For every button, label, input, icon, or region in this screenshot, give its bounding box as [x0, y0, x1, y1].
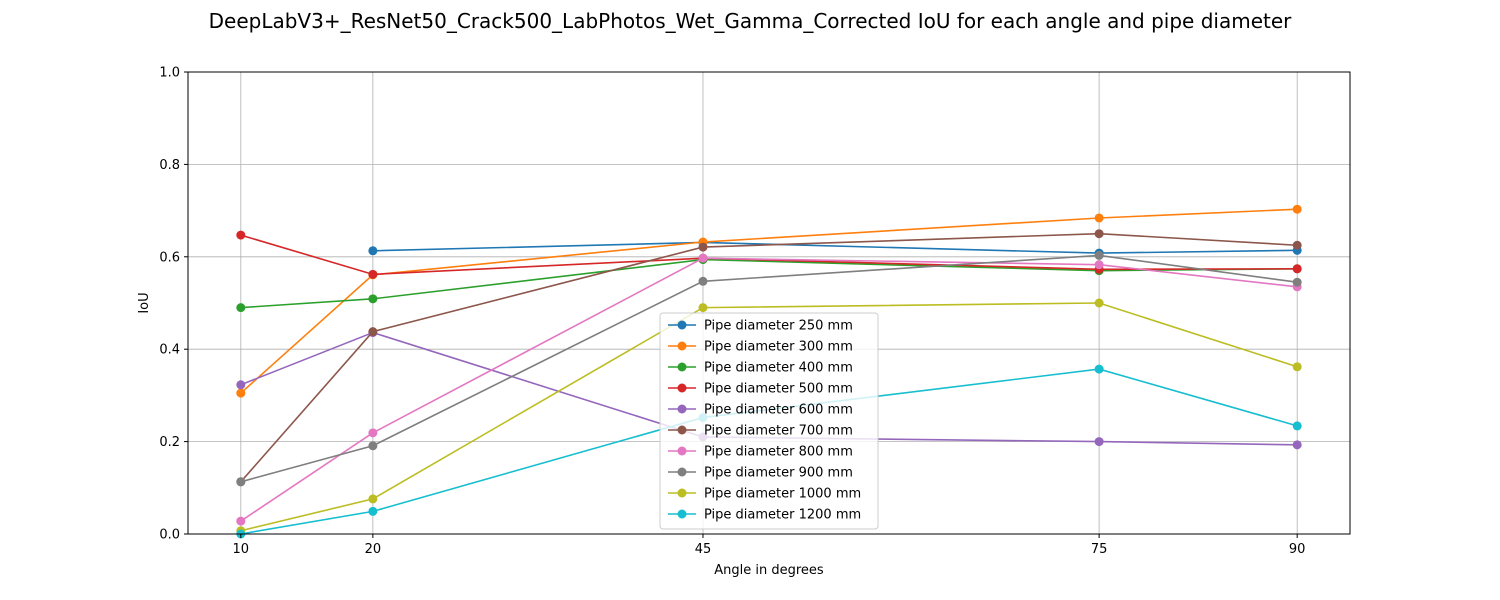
data-point — [236, 477, 246, 487]
data-point — [236, 303, 246, 313]
data-point — [1292, 264, 1302, 274]
data-point — [1094, 250, 1104, 260]
y-tick-label: 0.6 — [159, 250, 180, 265]
legend-item: Pipe diameter 300 mm — [668, 340, 853, 355]
legend-label: Pipe diameter 400 mm — [704, 361, 853, 376]
y-tick-label: 0.2 — [159, 435, 180, 450]
legend-label: Pipe diameter 600 mm — [704, 403, 853, 418]
legend-marker — [677, 446, 687, 456]
data-point — [236, 380, 246, 390]
x-tick-label: 45 — [695, 542, 712, 557]
data-point — [368, 506, 378, 516]
legend-item: Pipe diameter 400 mm — [668, 361, 853, 376]
x-tick-label: 90 — [1289, 542, 1306, 557]
legend-item: Pipe diameter 900 mm — [668, 466, 853, 481]
legend-marker — [677, 362, 687, 372]
data-point — [368, 269, 378, 279]
y-tick-label: 0.4 — [159, 343, 180, 358]
legend-marker — [677, 509, 687, 519]
legend-label: Pipe diameter 800 mm — [704, 445, 853, 460]
data-point — [698, 253, 708, 263]
series-line — [372, 241, 1298, 254]
legend-marker — [677, 404, 687, 414]
legend-item: Pipe diameter 250 mm — [668, 319, 853, 334]
data-point — [698, 303, 708, 313]
legend-label: Pipe diameter 250 mm — [704, 319, 853, 334]
data-point — [1094, 364, 1104, 374]
axis-ticks: 10 20 45 75 90 0.0 0.2 0.4 0.6 0.8 1.0 — [159, 66, 1305, 558]
y-tick-label: 1.0 — [159, 66, 180, 81]
x-axis-label: Angle in degrees — [714, 563, 824, 578]
data-point — [368, 428, 378, 438]
legend-box — [659, 312, 879, 530]
data-point — [698, 242, 708, 252]
data-point — [368, 294, 378, 304]
legend-marker — [677, 467, 687, 477]
plot-frame — [187, 71, 1351, 535]
x-tick-label: 75 — [1091, 542, 1108, 557]
data-point — [698, 276, 708, 286]
legend-item: Pipe diameter 600 mm — [668, 403, 853, 418]
chart-title: DeepLabV3+_ResNet50_Crack500_LabPhotos_W… — [209, 9, 1293, 33]
legend-marker — [677, 425, 687, 435]
x-tick-label: 10 — [233, 542, 250, 557]
data-point — [1292, 277, 1302, 287]
legend-label: Pipe diameter 700 mm — [704, 424, 853, 439]
series-8 — [236, 298, 1302, 536]
legend-item: Pipe diameter 1200 mm — [668, 508, 861, 523]
data-point — [1094, 298, 1104, 308]
data-point — [1292, 362, 1302, 372]
x-tick-label: 20 — [365, 542, 382, 557]
data-point — [1292, 440, 1302, 450]
series-group — [236, 204, 1302, 539]
series-6 — [236, 253, 1302, 526]
data-point — [236, 388, 246, 398]
data-point — [1292, 240, 1302, 250]
legend-label: Pipe diameter 1200 mm — [704, 508, 861, 523]
legend: Pipe diameter 250 mm Pipe diameter 300 mm… — [659, 312, 879, 530]
legend-item: Pipe diameter 1000 mm — [668, 487, 861, 502]
legend-label: Pipe diameter 1000 mm — [704, 487, 861, 502]
data-point — [368, 327, 378, 337]
data-point — [236, 230, 246, 240]
data-point — [1094, 437, 1104, 447]
y-tick-label: 0.0 — [159, 528, 180, 543]
y-tick-label: 0.8 — [159, 158, 180, 173]
series-2 — [236, 255, 1302, 313]
data-point — [368, 441, 378, 451]
data-point — [1094, 260, 1104, 270]
data-point — [1094, 229, 1104, 239]
legend-item: Pipe diameter 500 mm — [668, 382, 853, 397]
series-7 — [236, 250, 1302, 487]
series-line — [240, 258, 1298, 309]
legend-item: Pipe diameter 800 mm — [668, 445, 853, 460]
series-0 — [368, 237, 1302, 258]
data-point — [1094, 213, 1104, 223]
legend-marker — [677, 488, 687, 498]
legend-label: Pipe diameter 900 mm — [704, 466, 853, 481]
y-axis-label: IoU — [137, 292, 152, 313]
data-point — [1292, 204, 1302, 214]
legend-item: Pipe diameter 700 mm — [668, 424, 853, 439]
legend-label: Pipe diameter 500 mm — [704, 382, 853, 397]
data-point — [368, 494, 378, 504]
series-5 — [236, 229, 1302, 487]
data-point — [368, 246, 378, 256]
legend-marker — [677, 320, 687, 330]
data-point — [236, 516, 246, 526]
legend-marker — [677, 341, 687, 351]
legend-marker — [677, 383, 687, 393]
data-point — [1292, 421, 1302, 431]
legend-label: Pipe diameter 300 mm — [704, 340, 853, 355]
